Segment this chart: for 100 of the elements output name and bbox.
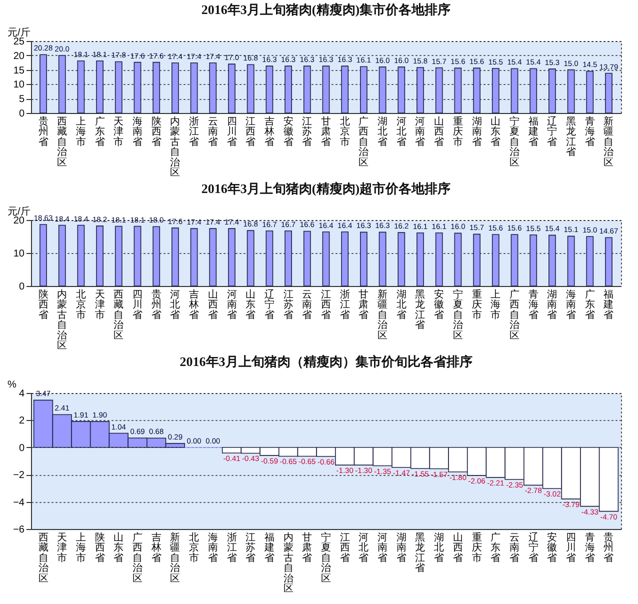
x-tick-label: 贵州省 xyxy=(604,532,614,564)
x-tick-label: 黑龙江省 xyxy=(415,290,426,332)
bar xyxy=(58,55,66,114)
x-tick-label: 河南省 xyxy=(378,532,388,564)
bar xyxy=(114,226,122,286)
x-tick-label: 山东省 xyxy=(490,116,501,148)
x-tick-label: 宁夏自治区 xyxy=(510,116,520,168)
x-tick-label: 河北省 xyxy=(358,532,369,564)
y-tick-label: 10 xyxy=(13,80,25,91)
bar xyxy=(77,60,85,114)
bar xyxy=(228,228,236,286)
bar xyxy=(492,68,500,114)
x-tick-label: 青海省 xyxy=(528,288,538,321)
bar xyxy=(435,232,443,286)
x-tick-label: 新疆自治区 xyxy=(604,116,614,168)
bar xyxy=(510,234,518,286)
x-tick-label: 福建省 xyxy=(602,288,614,321)
x-tick-label: 湖南省 xyxy=(396,532,406,564)
bar xyxy=(586,236,594,286)
bar xyxy=(266,230,274,286)
bar xyxy=(322,231,330,286)
x-tick-label: 浙江省 xyxy=(189,116,200,148)
bar xyxy=(322,66,330,114)
x-tick-label: 青海省 xyxy=(584,532,595,564)
x-tick-label: 吉林省 xyxy=(150,532,162,564)
bar xyxy=(172,62,179,114)
x-tick-label: 宁夏自治区 xyxy=(452,288,463,342)
bar xyxy=(190,228,198,286)
bar xyxy=(398,232,406,286)
bar xyxy=(567,69,575,114)
y-tick-label: 15 xyxy=(13,65,25,76)
x-tick-label: 青海省 xyxy=(584,116,595,148)
x-tick-label: 辽宁省 xyxy=(528,532,538,564)
x-tick-label: 广东省 xyxy=(94,116,105,148)
x-tick-label: 湖南省 xyxy=(547,288,558,321)
x-tick-label: 四川省 xyxy=(132,290,142,321)
x-tick-label: 海南省 xyxy=(208,532,218,564)
bar xyxy=(134,62,142,114)
bar xyxy=(190,62,198,114)
bar xyxy=(473,234,480,286)
bar xyxy=(96,226,104,286)
x-tick-label: 宁夏自治区 xyxy=(321,532,331,584)
bar xyxy=(40,54,47,114)
bar xyxy=(303,66,311,114)
bar xyxy=(548,68,556,114)
x-tick-label: 四川省 xyxy=(566,532,576,564)
x-tick-label: 北京市 xyxy=(340,116,350,148)
y-tick-label: 0 xyxy=(18,442,25,454)
y-tick-label: 25 xyxy=(13,36,25,48)
x-tick-label: 北京市 xyxy=(76,288,86,321)
bar xyxy=(492,234,500,286)
x-tick-label: 湖北省 xyxy=(396,288,406,321)
bar xyxy=(172,228,179,286)
bar xyxy=(378,232,386,286)
bar xyxy=(284,66,292,114)
bar xyxy=(530,68,538,114)
x-tick-label: 吉林省 xyxy=(188,288,200,321)
bar xyxy=(246,230,254,286)
x-tick-label: 江苏省 xyxy=(283,288,294,321)
bar xyxy=(586,70,594,114)
x-tick-label: 湖北省 xyxy=(378,116,388,148)
y-tick-label: 0 xyxy=(18,108,25,120)
x-tick-label: 海南省 xyxy=(566,288,576,321)
x-tick-label: 广西自治区 xyxy=(510,288,520,342)
bar xyxy=(77,224,85,286)
x-tick-label: 新疆自治区 xyxy=(378,288,388,342)
x-tick-label: 辽宁省 xyxy=(264,288,274,321)
x-tick-label: 甘肃省 xyxy=(302,532,312,564)
y-tick-label: −2 xyxy=(13,470,25,482)
x-tick-label: 新疆自治区 xyxy=(170,532,180,584)
x-tick-label: 天津市 xyxy=(57,532,68,564)
bar xyxy=(605,72,612,114)
chart-title: 2016年3月上旬猪肉(精瘦肉)超市价各地排序 xyxy=(201,181,451,196)
bar xyxy=(435,67,443,114)
x-tick-label: 西藏自治区 xyxy=(57,116,68,168)
x-tick-label: 上海市 xyxy=(76,532,86,564)
x-tick-label: 河北省 xyxy=(396,116,406,148)
x-tick-label: 内蒙古自治区 xyxy=(170,116,180,178)
bar xyxy=(398,66,406,114)
x-tick-label: 山东省 xyxy=(246,288,256,321)
x-tick-label: 内蒙古自治区 xyxy=(57,288,68,352)
y-tick-label: −6 xyxy=(13,524,25,536)
x-tick-label: 上海市 xyxy=(76,116,86,148)
y-tick-label: 10 xyxy=(13,248,25,260)
bar xyxy=(303,230,311,286)
x-tick-label: 福建省 xyxy=(263,532,274,564)
x-tick-label: 甘肃省 xyxy=(358,288,369,321)
chart-title: 2016年3月上旬猪肉(精瘦肉)集市价各地排序 xyxy=(201,2,451,17)
bar xyxy=(360,232,368,286)
x-tick-label: 黑龙江省 xyxy=(415,532,426,574)
x-tick-label: 陕西省 xyxy=(38,288,48,321)
x-tick-label: 海南省 xyxy=(132,116,142,148)
x-tick-label: 福建省 xyxy=(527,116,538,148)
bar xyxy=(246,64,254,114)
x-tick-label: 陕西省 xyxy=(94,532,105,564)
x-tick-label: 河北省 xyxy=(170,288,180,321)
y-tick-label: 4 xyxy=(18,388,25,400)
bar xyxy=(510,68,518,114)
x-tick-label: 山东省 xyxy=(114,532,124,564)
x-tick-label: 云南省 xyxy=(302,290,312,321)
